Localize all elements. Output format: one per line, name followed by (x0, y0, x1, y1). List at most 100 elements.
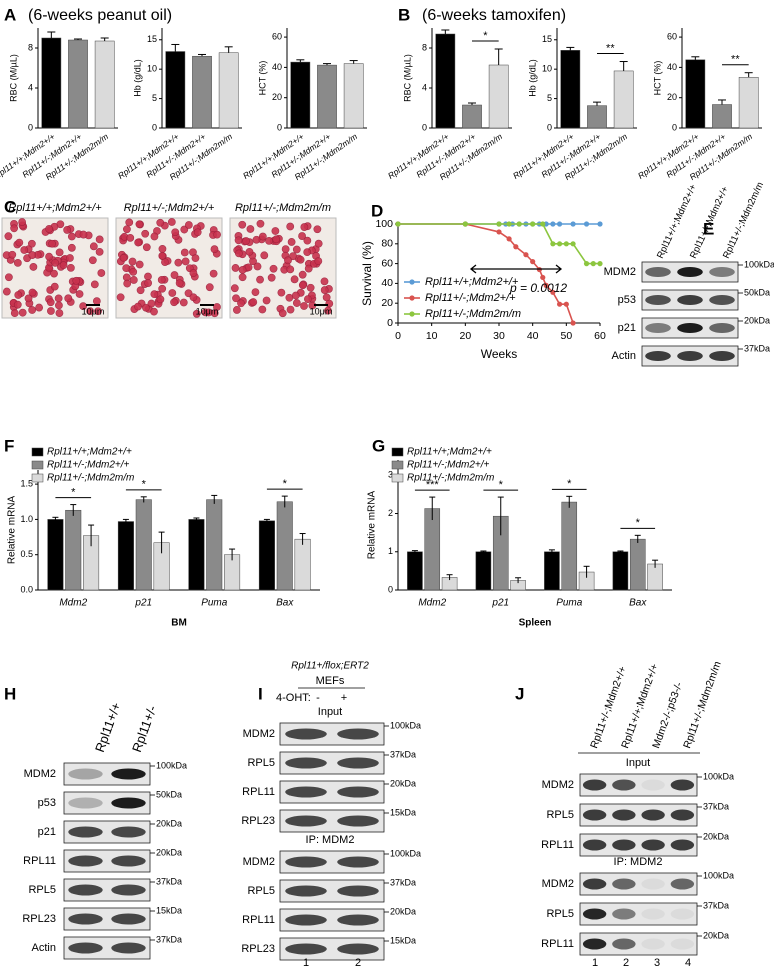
cell (258, 305, 267, 314)
survival-point (543, 282, 549, 288)
cell (306, 283, 315, 292)
band (111, 797, 146, 809)
band (612, 839, 636, 851)
error-bar (296, 59, 305, 63)
band (68, 855, 103, 867)
cell (245, 247, 254, 256)
cell (150, 290, 159, 299)
error-bar (744, 72, 753, 78)
arrow (469, 264, 563, 274)
row-label: MDM2 (542, 779, 574, 791)
image-title: Rpl11+/-;Mdm2+/+ (124, 202, 215, 214)
size-label: 100kDa (744, 259, 774, 269)
cell (262, 296, 271, 305)
blot-strip (579, 872, 698, 896)
cell (67, 243, 76, 252)
blot-strip (579, 932, 698, 956)
error-bar (198, 53, 206, 57)
size-label: 37kDa (703, 900, 729, 910)
blot-strip (579, 902, 698, 926)
cell (303, 248, 312, 257)
y-tick-label: 0 (152, 122, 157, 132)
row-label: MDM2 (604, 266, 636, 278)
cell (59, 261, 68, 270)
cell (205, 283, 214, 292)
band (337, 786, 379, 798)
cell (95, 247, 104, 256)
blot-strip (579, 833, 698, 857)
cell (10, 309, 19, 318)
bar (276, 501, 293, 591)
cell (287, 238, 296, 246)
cell (48, 239, 57, 248)
error-bar (566, 46, 575, 51)
bar (94, 40, 115, 129)
cell (296, 255, 305, 264)
size-label: 37kDa (703, 801, 729, 811)
cell (285, 293, 294, 302)
cell (300, 302, 308, 310)
bar (685, 59, 706, 129)
band (677, 267, 703, 277)
scale-label: 10μm (196, 306, 219, 316)
row-label: RPL5 (247, 757, 275, 769)
cell (233, 306, 241, 314)
cell (314, 239, 323, 248)
x-tick-label: 30 (493, 330, 505, 342)
cell (193, 228, 202, 237)
band (337, 856, 379, 868)
bar (435, 33, 456, 129)
survival-point (563, 241, 569, 247)
legend-swatch (391, 460, 404, 470)
cell (4, 273, 13, 282)
bar (65, 509, 82, 591)
band (645, 295, 671, 305)
survival-point (462, 221, 468, 227)
cell (256, 275, 264, 284)
section-title: Input (318, 706, 342, 718)
size-label: 15kDa (390, 935, 416, 945)
bar (343, 63, 364, 129)
band (111, 855, 146, 867)
error-bar (158, 531, 165, 554)
cell (181, 257, 190, 266)
cell (55, 309, 64, 317)
bar (647, 563, 663, 591)
band (68, 942, 103, 954)
cell (51, 258, 60, 267)
band (641, 908, 665, 920)
band (641, 809, 665, 821)
y-tick-label: 0 (672, 122, 677, 132)
y-tick-label: 40 (381, 277, 393, 289)
band (285, 757, 327, 769)
section-title: IP: MDM2 (306, 834, 355, 846)
cell (234, 236, 243, 245)
blot-strip (579, 803, 698, 827)
y-tick-label: 0 (547, 122, 552, 132)
significance-label: * (71, 486, 76, 498)
y-tick-label: 40 (272, 62, 282, 72)
band (641, 779, 665, 791)
cell (142, 243, 151, 252)
panel-title: (6-weeks peanut oil) (28, 7, 172, 24)
band (645, 267, 671, 277)
cell (284, 256, 292, 265)
cell (167, 218, 176, 226)
legend-label: Rpl11+/-;Mdm2+/+ (47, 460, 130, 471)
cell (242, 237, 250, 245)
survival-point (570, 221, 576, 227)
cell (79, 230, 88, 239)
legend-label: Rpl11+/-;Mdm2+/+ (425, 292, 516, 304)
y-axis-label: RBC (M/µL) (8, 54, 18, 102)
error-bar (593, 101, 601, 106)
band (582, 908, 607, 920)
x-tick-label: 10 (426, 330, 438, 342)
error-bar (140, 496, 147, 503)
error-bar (229, 548, 236, 561)
bar (290, 61, 311, 129)
cell (246, 225, 255, 233)
x-tick-label: 60 (594, 330, 606, 342)
y-tick-label: 15 (147, 34, 157, 44)
band (670, 779, 695, 791)
y-axis-label: Relative mRNA (7, 496, 18, 565)
